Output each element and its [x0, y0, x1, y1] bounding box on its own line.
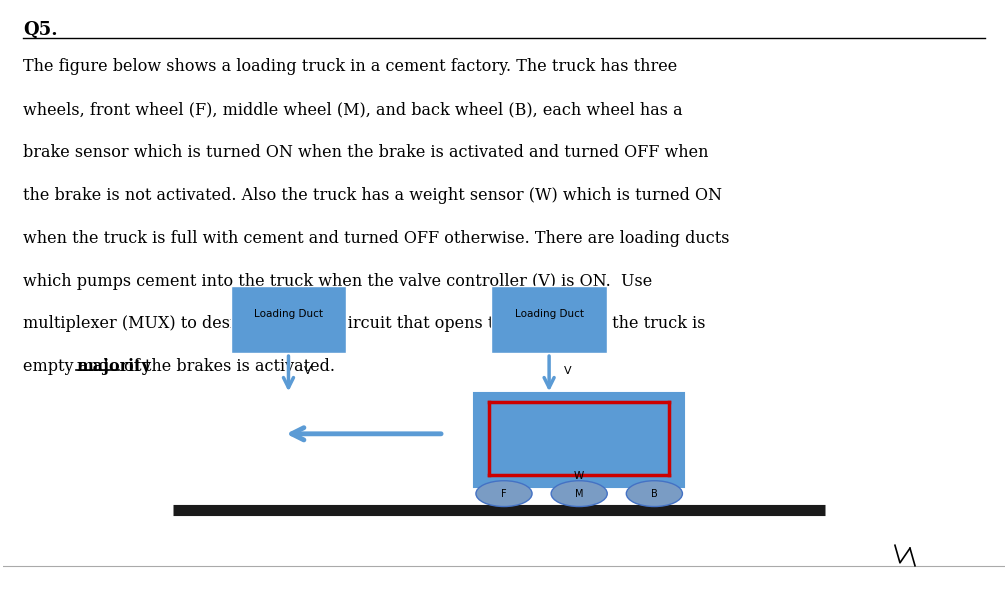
- Text: B: B: [651, 488, 658, 498]
- Ellipse shape: [551, 481, 607, 507]
- Text: V: V: [303, 366, 311, 376]
- Text: wheels, front wheel (F), middle wheel (M), and back wheel (B), each wheel has a: wheels, front wheel (F), middle wheel (M…: [23, 101, 682, 118]
- Text: Q5.: Q5.: [23, 20, 57, 38]
- Text: The figure below shows a loading truck in a cement factory. The truck has three: The figure below shows a loading truck i…: [23, 59, 677, 76]
- FancyBboxPatch shape: [231, 286, 346, 353]
- Text: M: M: [575, 488, 584, 498]
- FancyBboxPatch shape: [474, 392, 684, 487]
- Text: which pumps cement into the truck when the valve controller (V) is ON.  Use: which pumps cement into the truck when t…: [23, 272, 652, 289]
- Text: multiplexer (MUX) to design a control circuit that opens the valve (V) if the tr: multiplexer (MUX) to design a control ci…: [23, 316, 706, 332]
- Text: majority: majority: [77, 358, 151, 375]
- Text: Loading Duct: Loading Duct: [515, 308, 584, 318]
- Text: brake sensor which is turned ON when the brake is activated and turned OFF when: brake sensor which is turned ON when the…: [23, 144, 709, 161]
- Text: empty and: empty and: [23, 358, 114, 375]
- Ellipse shape: [476, 481, 532, 507]
- FancyBboxPatch shape: [492, 286, 607, 353]
- Text: W: W: [575, 471, 585, 481]
- Ellipse shape: [626, 481, 682, 507]
- Text: of the brakes is activated.: of the brakes is activated.: [119, 358, 336, 375]
- Text: Loading Duct: Loading Duct: [254, 308, 323, 318]
- Text: when the truck is full with cement and turned OFF otherwise. There are loading d: when the truck is full with cement and t…: [23, 230, 730, 247]
- Text: V: V: [564, 366, 572, 376]
- Text: the brake is not activated. Also the truck has a weight sensor (W) which is turn: the brake is not activated. Also the tru…: [23, 187, 722, 204]
- Text: F: F: [501, 488, 507, 498]
